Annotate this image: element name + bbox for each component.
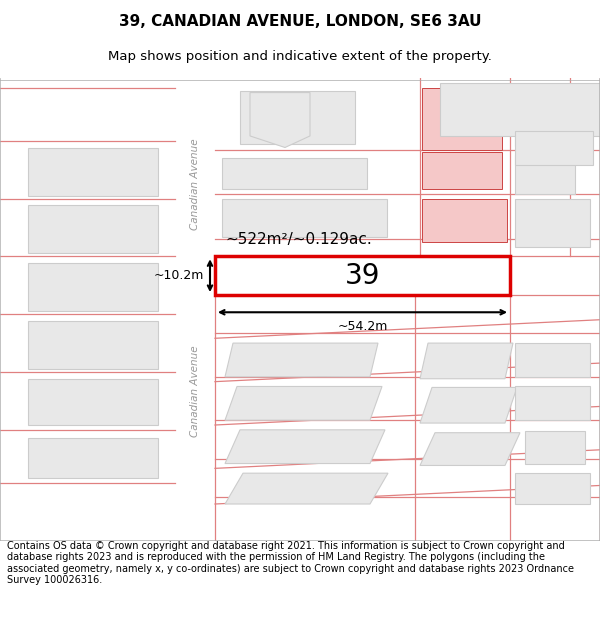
Bar — [28, 438, 158, 478]
Bar — [28, 321, 158, 369]
Bar — [28, 379, 158, 425]
Polygon shape — [225, 473, 388, 504]
Bar — [515, 199, 590, 247]
Bar — [28, 148, 158, 196]
Bar — [215, 256, 510, 295]
Bar — [422, 88, 502, 151]
Bar — [515, 343, 590, 377]
Polygon shape — [225, 386, 382, 420]
Text: ~10.2m: ~10.2m — [154, 269, 204, 282]
Bar — [422, 199, 507, 242]
Polygon shape — [420, 343, 513, 379]
Bar — [515, 155, 575, 194]
Bar — [515, 386, 590, 420]
Text: Canadian Avenue: Canadian Avenue — [190, 346, 200, 437]
Polygon shape — [225, 343, 378, 377]
Bar — [28, 263, 158, 311]
Bar — [525, 431, 585, 464]
Text: Map shows position and indicative extent of the property.: Map shows position and indicative extent… — [108, 50, 492, 62]
Polygon shape — [250, 92, 310, 148]
Polygon shape — [225, 430, 385, 464]
Text: 39, CANADIAN AVENUE, LONDON, SE6 3AU: 39, CANADIAN AVENUE, LONDON, SE6 3AU — [119, 14, 481, 29]
Bar — [440, 83, 600, 136]
Text: ~522m²/~0.129ac.: ~522m²/~0.129ac. — [225, 231, 372, 246]
Text: Contains OS data © Crown copyright and database right 2021. This information is : Contains OS data © Crown copyright and d… — [7, 541, 574, 586]
Text: ~54.2m: ~54.2m — [337, 320, 388, 333]
Bar — [515, 92, 575, 146]
Bar — [28, 205, 158, 254]
Bar — [240, 91, 355, 144]
Bar — [222, 158, 367, 189]
Bar — [422, 152, 502, 189]
Polygon shape — [420, 388, 517, 423]
Text: 39: 39 — [345, 262, 380, 289]
Polygon shape — [420, 432, 520, 466]
Text: Canadian Avenue: Canadian Avenue — [190, 138, 200, 230]
Bar — [515, 473, 590, 504]
Bar — [515, 131, 593, 165]
Bar — [222, 199, 387, 237]
